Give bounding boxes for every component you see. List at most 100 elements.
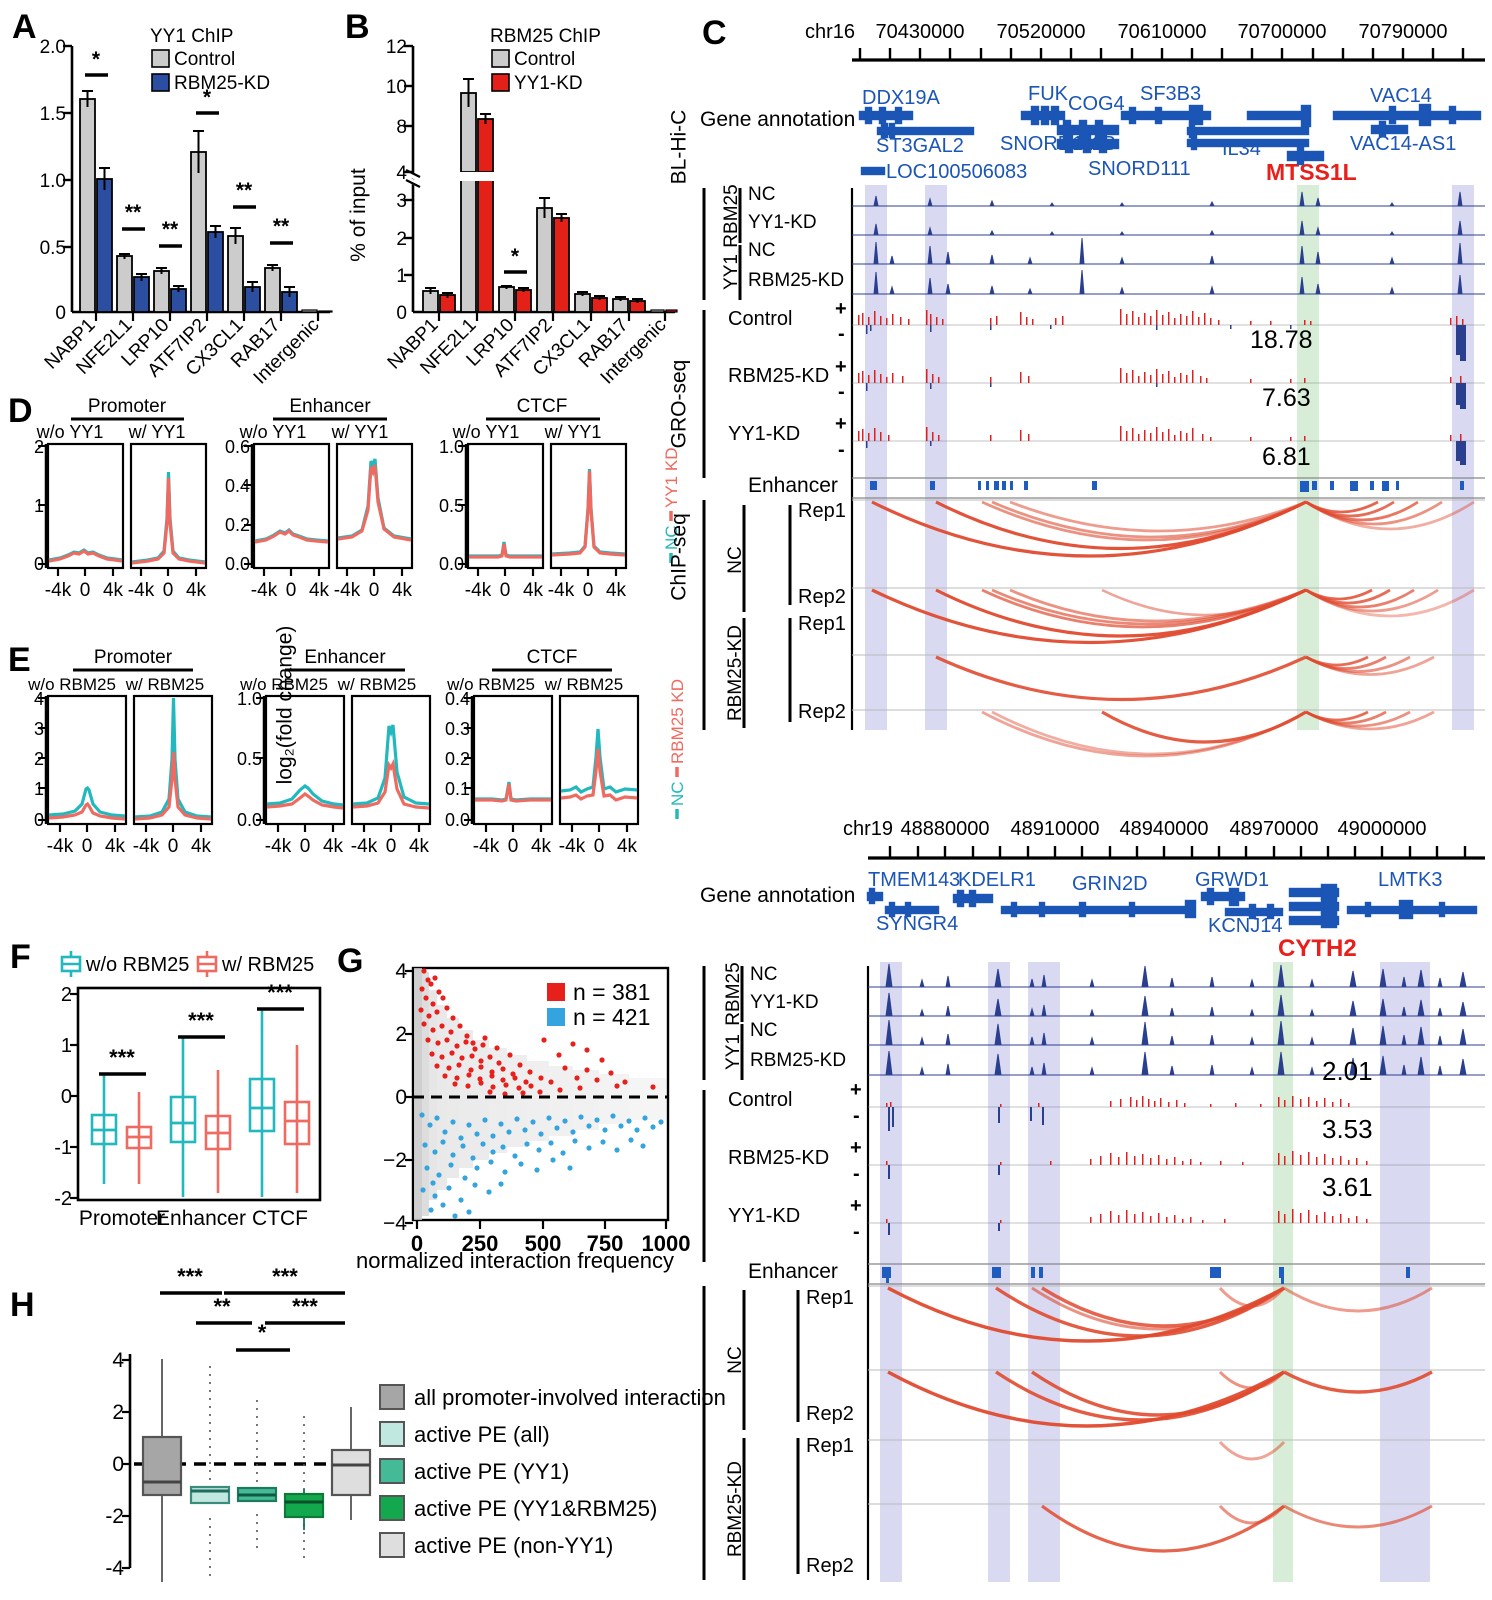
svg-text:RBM25-KD: RBM25-KD bbox=[748, 270, 844, 291]
panel-f-legend: w/o RBM25 w/ RBM25 bbox=[60, 951, 314, 977]
svg-text:0.0: 0.0 bbox=[225, 554, 250, 574]
svg-text:250: 250 bbox=[462, 1231, 499, 1256]
svg-text:CTCF: CTCF bbox=[252, 1207, 308, 1230]
svg-text:0: 0 bbox=[386, 836, 397, 857]
panel-h-legend-swatch-4 bbox=[379, 1532, 405, 1558]
panel-b-legend-title: RBM25 ChIP bbox=[490, 26, 601, 47]
panel-d-legend-1: YY1 KD bbox=[662, 448, 681, 508]
panel-e-letter: E bbox=[8, 641, 31, 679]
svg-text:*: * bbox=[203, 86, 212, 109]
svg-text:2: 2 bbox=[396, 229, 407, 250]
svg-text:-: - bbox=[853, 1105, 860, 1127]
svg-text:YY1-KD: YY1-KD bbox=[748, 212, 817, 233]
svg-text:-: - bbox=[853, 1163, 860, 1185]
panel-d-group-1: Enhancer bbox=[289, 396, 371, 417]
svg-text:70430000: 70430000 bbox=[876, 21, 965, 43]
svg-text:0.0: 0.0 bbox=[439, 554, 464, 574]
panel-h-legend-3: active PE (YY1&RBM25) bbox=[414, 1496, 657, 1521]
panel-h-legend-swatch-3 bbox=[379, 1495, 405, 1521]
svg-text:Enhancer: Enhancer bbox=[156, 1207, 246, 1230]
svg-text:0: 0 bbox=[411, 1231, 423, 1256]
svg-text:4k: 4k bbox=[523, 580, 544, 601]
browser2-chrom: chr19 bbox=[843, 818, 893, 840]
panel-e-legend-0: NC bbox=[668, 781, 687, 806]
svg-text:Promoter: Promoter bbox=[79, 1207, 165, 1230]
svg-text:0: 0 bbox=[80, 580, 91, 601]
panel-d-yticks-2: 1.0 0.5 0.0 bbox=[439, 437, 464, 574]
browser2-gene-annotation-label: Gene annotation bbox=[700, 884, 855, 907]
svg-text:70520000: 70520000 bbox=[997, 21, 1086, 43]
svg-text:YY1-KD: YY1-KD bbox=[728, 423, 800, 445]
panel-d-xticks: -4k 0 4k -4k 0 4k -4k 0 4k -4k 0 4k -4k 0 4k -4k 0 4… bbox=[45, 580, 627, 601]
panel-g-xticks: 0 250 500 750 1000 bbox=[411, 1231, 691, 1256]
legend-swatch-control bbox=[151, 49, 170, 68]
panel-h-legend-swatch-2 bbox=[379, 1458, 405, 1484]
svg-text:1.0: 1.0 bbox=[237, 689, 262, 709]
browser2-enhancer-label: Enhancer bbox=[748, 1260, 838, 1283]
panel-h-legend-swatch-1 bbox=[379, 1421, 405, 1447]
svg-text:70610000: 70610000 bbox=[1118, 21, 1207, 43]
svg-text:-4k: -4k bbox=[133, 836, 160, 857]
panel-b-letter: B bbox=[345, 8, 370, 46]
svg-text:+: + bbox=[835, 356, 847, 378]
browser2-chip-section: ChIP-seq bbox=[668, 513, 691, 601]
svg-text:**: ** bbox=[273, 215, 290, 238]
svg-text:0.5: 0.5 bbox=[439, 496, 464, 516]
svg-text:**: ** bbox=[236, 179, 253, 202]
svg-text:0.1: 0.1 bbox=[445, 779, 470, 799]
browser2-gro-track-labels: Control RBM25-KD YY1-KD bbox=[728, 1089, 829, 1227]
panel-c-letter: C bbox=[702, 14, 727, 52]
svg-text:Rep2: Rep2 bbox=[806, 1555, 854, 1577]
svg-text:-4k: -4k bbox=[45, 580, 72, 601]
panel-d-letter: D bbox=[8, 392, 33, 430]
svg-text:2: 2 bbox=[395, 1023, 407, 1046]
svg-text:***: *** bbox=[272, 1264, 298, 1289]
svg-text:Rep1: Rep1 bbox=[806, 1287, 854, 1309]
svg-text:0: 0 bbox=[168, 836, 179, 857]
svg-text:0.5: 0.5 bbox=[40, 238, 66, 259]
panel-e-sub-1: w/ RBM25 bbox=[125, 675, 204, 694]
svg-text:**: ** bbox=[213, 1294, 231, 1319]
panel-f-letter: F bbox=[10, 938, 31, 976]
svg-text:0: 0 bbox=[286, 580, 297, 601]
panel-a-yticks: 2.0 1.5 1.0 0.5 0 bbox=[40, 37, 72, 324]
browser1-gene-labels-top: DDX19A FUK COG4 SF3B3 VAC14 bbox=[862, 83, 1432, 115]
browser2-gro-tracks: 2.01 bbox=[868, 1056, 1485, 1235]
svg-text:RBM25-KD: RBM25-KD bbox=[750, 1050, 846, 1071]
panel-b-yticks: 12 10 8 4 3 2 1 0 bbox=[386, 37, 413, 324]
svg-text:-2: -2 bbox=[105, 1505, 124, 1528]
svg-text:NC: NC bbox=[750, 964, 777, 985]
svg-text:−4: −4 bbox=[383, 1212, 407, 1235]
browser1-gene-annotation-label: Gene annotation bbox=[700, 108, 855, 131]
panel-h: H *** ** * *** *** 420-2-4 log₂(fold cha… bbox=[0, 1262, 726, 1600]
svg-text:750: 750 bbox=[587, 1231, 624, 1256]
svg-text:4k: 4k bbox=[409, 836, 430, 857]
svg-text:ST3GAL2: ST3GAL2 bbox=[876, 135, 964, 157]
svg-text:1.0: 1.0 bbox=[439, 437, 464, 457]
browser1-hic-group-1: RBM25-KD bbox=[725, 625, 746, 721]
legend-swatch-control-b bbox=[491, 49, 510, 68]
svg-text:*: * bbox=[511, 245, 520, 268]
svg-text:SNORD111: SNORD111 bbox=[1088, 158, 1191, 180]
svg-text:+: + bbox=[850, 1137, 862, 1159]
panel-d-yticks-1: 0.6 0.4 0.2 0.0 bbox=[225, 437, 250, 574]
svg-text:500: 500 bbox=[525, 1231, 562, 1256]
browser2-hic-group-0: NC bbox=[725, 1346, 746, 1373]
legend-swatch-rbm25kd bbox=[151, 73, 170, 92]
svg-text:0: 0 bbox=[300, 836, 311, 857]
browser1-gro-value-2: 6.81 bbox=[1262, 443, 1311, 471]
svg-text:0: 0 bbox=[508, 836, 519, 857]
svg-text:0.0: 0.0 bbox=[237, 810, 262, 830]
browser1-hic-arcs bbox=[852, 499, 1485, 758]
svg-text:-: - bbox=[838, 323, 845, 345]
panel-a-legend-0: Control bbox=[174, 49, 235, 70]
panel-h-boxes bbox=[141, 1359, 372, 1582]
svg-text:RBM25-KD: RBM25-KD bbox=[728, 365, 829, 387]
svg-text:YY1-KD: YY1-KD bbox=[728, 1205, 800, 1227]
browser1-gene-labels-bot: LOC100506083 SNORD111 bbox=[886, 158, 1191, 183]
svg-text:Control: Control bbox=[728, 308, 792, 330]
svg-text:-4k: -4k bbox=[265, 836, 292, 857]
panel-b-legend-0: Control bbox=[514, 49, 575, 70]
